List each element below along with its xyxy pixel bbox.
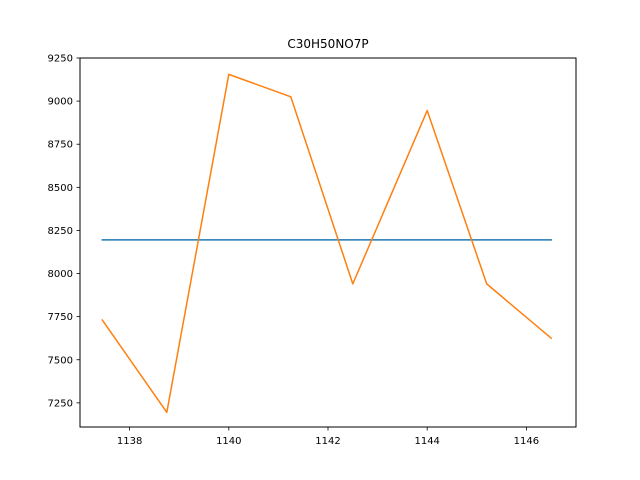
plot-frame xyxy=(79,57,577,428)
y-tick-label: 7500 xyxy=(48,355,73,366)
y-tick-label: 8250 xyxy=(48,226,73,237)
y-tick-label: 8000 xyxy=(48,269,73,280)
x-tick-label: 1138 xyxy=(117,436,142,447)
x-tick-label: 1142 xyxy=(315,436,340,447)
y-tick-label: 8500 xyxy=(48,183,73,194)
x-tick-label: 1146 xyxy=(514,436,539,447)
series-line-2 xyxy=(101,73,553,414)
series-layer xyxy=(101,73,553,414)
y-tick-label: 8750 xyxy=(48,140,73,151)
y-tick-label: 9250 xyxy=(48,54,73,65)
y-tick-label: 7750 xyxy=(48,312,73,323)
chart-title: C30H50NO7P xyxy=(287,37,368,51)
y-tick-label: 7250 xyxy=(48,398,73,409)
x-tick-label: 1144 xyxy=(414,436,439,447)
x-tick-label: 1140 xyxy=(216,436,241,447)
axes-layer: 1138 1140 1142 1144 1146 7250 7500 7750 8000 8250… xyxy=(48,54,577,447)
y-tick-label: 9000 xyxy=(48,97,73,108)
